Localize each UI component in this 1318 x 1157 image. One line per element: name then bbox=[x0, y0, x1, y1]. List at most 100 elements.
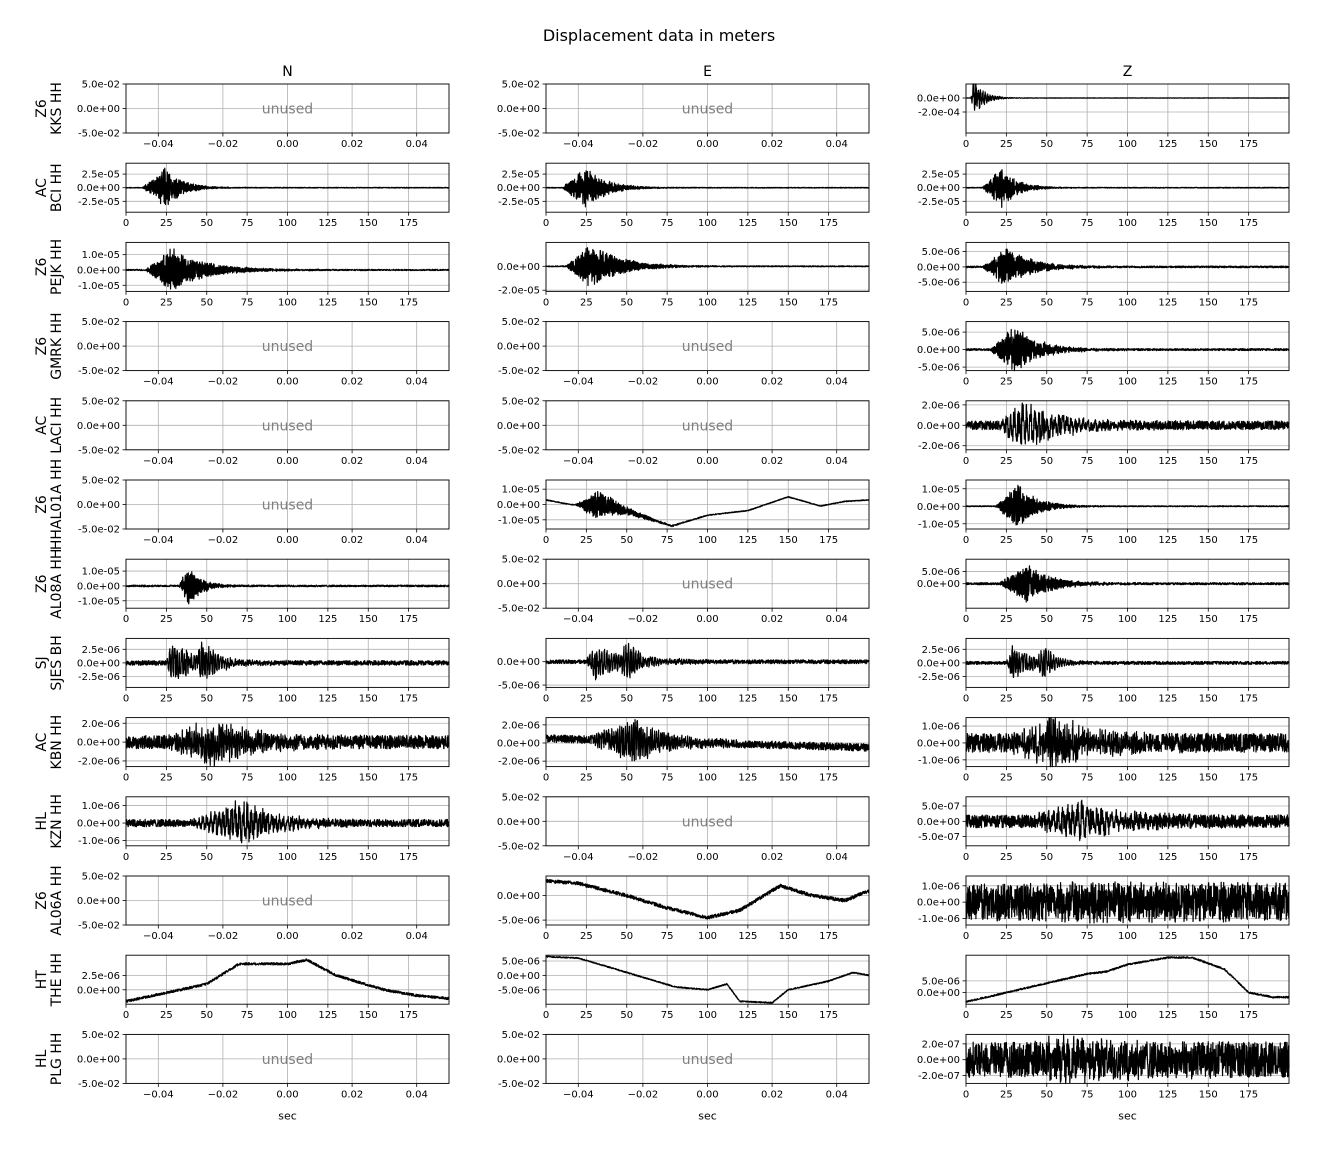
panel-al06a-z-ytick-label: 0.0e+00 bbox=[917, 898, 960, 909]
panel-plg-n-ytick-label: 5.0e-02 bbox=[82, 1030, 120, 1041]
panel-kbn-n-xtick-label: 150 bbox=[359, 773, 378, 784]
station-name-label-the: THE HH bbox=[49, 953, 65, 1007]
panel-kbn-e-xtick-label: 175 bbox=[819, 773, 838, 784]
panel-gmrk-e-ytick-label: -5.0e-02 bbox=[498, 366, 540, 377]
panel-the-e-frame bbox=[545, 954, 870, 1005]
panel-laci-n-ytick-label: 0.0e+00 bbox=[77, 421, 120, 432]
panel-gmrk-n-ytick-label: 0.0e+00 bbox=[77, 342, 120, 353]
panel-plg-n-xtick-label: −0.02 bbox=[208, 1089, 239, 1100]
panel-kks-z-xtick-label: 25 bbox=[1000, 139, 1013, 150]
panel-sjes-e-xtick-label: 50 bbox=[620, 693, 633, 704]
panel-al06a-z-xtick-label: 125 bbox=[1158, 931, 1177, 942]
panel-laci-z-xtick-label: 125 bbox=[1158, 456, 1177, 467]
panel-gmrk-z-xtick-label: 100 bbox=[1118, 377, 1137, 388]
panel-kks-z-xtick-label: 50 bbox=[1040, 139, 1053, 150]
panel-hhal01a-n-xtick-label: 0.02 bbox=[341, 535, 363, 546]
panel-al06a-n-ytick-label: -5.0e-02 bbox=[78, 921, 120, 932]
figure-title: Displacement data in meters bbox=[542, 26, 776, 45]
panel-the-e-xtick-label: 175 bbox=[819, 1010, 838, 1021]
panel-pejk-z-ytick-label: -5.0e-06 bbox=[918, 278, 960, 289]
panel-gmrk-z-xtick-label: 125 bbox=[1158, 377, 1177, 388]
panel-al08a-e-xtick-label: 0.00 bbox=[696, 614, 718, 625]
panel-al06a-e-xtick-label: 0 bbox=[543, 931, 549, 942]
panel-kbn-z-trace bbox=[965, 717, 1290, 768]
panel-laci-z-xtick-label: 25 bbox=[1000, 456, 1013, 467]
panel-kbn-e-xtick-label: 100 bbox=[698, 773, 717, 784]
station-name-label-kzn: KZN HH bbox=[49, 794, 65, 849]
panel-bci-z-xtick-label: 25 bbox=[1000, 218, 1013, 229]
panel-kzn-n-frame bbox=[125, 796, 450, 847]
panel-al06a-e-frame bbox=[545, 875, 870, 926]
column-header-n: N bbox=[282, 64, 292, 80]
panel-hhal01a-e-xtick-label: 175 bbox=[819, 535, 838, 546]
panel-bci-e-xtick-label: 75 bbox=[661, 218, 674, 229]
panel-bci-e-xtick-label: 125 bbox=[738, 218, 757, 229]
panel-bci-n-frame bbox=[125, 162, 450, 213]
panel-al06a-e-xtick-label: 175 bbox=[819, 931, 838, 942]
panel-pejk-n-xtick-label: 50 bbox=[200, 297, 213, 308]
panel-gmrk-n-xtick-label: −0.02 bbox=[208, 377, 239, 388]
panel-the-n-xtick-label: 0 bbox=[123, 1010, 129, 1021]
panel-al06a-e-xtick-label: 100 bbox=[698, 931, 717, 942]
panel-the-e-trace bbox=[545, 955, 870, 1004]
panel-the-e-ytick-label: -5.0e-06 bbox=[498, 985, 540, 996]
panel-gmrk-n-frame bbox=[125, 321, 450, 372]
panel-laci-z-ytick-label: -2.0e-06 bbox=[918, 441, 960, 452]
panel-the-z-frame bbox=[965, 954, 1290, 1005]
panel-hhal01a-n-ytick-label: 0.0e+00 bbox=[77, 500, 120, 511]
panel-laci-e-ytick-label: 0.0e+00 bbox=[497, 421, 540, 432]
panel-pejk-n-xtick-label: 125 bbox=[318, 297, 337, 308]
panel-gmrk-e-ytick-label: 0.0e+00 bbox=[497, 342, 540, 353]
panel-pejk-z-xtick-label: 100 bbox=[1118, 297, 1137, 308]
panel-kzn-e-ytick-label: 0.0e+00 bbox=[497, 817, 540, 828]
panel-sjes-n-ytick-label: 0.0e+00 bbox=[77, 658, 120, 669]
panel-al06a-n-xtick-label: 0.00 bbox=[276, 931, 298, 942]
panel-hhal01a-e-ytick-label: 1.0e-05 bbox=[502, 485, 540, 496]
panel-kks-e-xtick-label: −0.02 bbox=[628, 139, 659, 150]
panel-kzn-z-xtick-label: 25 bbox=[1000, 852, 1013, 863]
panel-kbn-z-frame bbox=[965, 717, 1290, 768]
panel-pejk-e-xtick-label: 150 bbox=[779, 297, 798, 308]
panel-bci-e-frame bbox=[545, 162, 870, 213]
panel-kbn-n-xtick-label: 75 bbox=[241, 773, 254, 784]
panel-kbn-z-xtick-label: 0 bbox=[963, 773, 969, 784]
panel-al06a-z-xtick-label: 25 bbox=[1000, 931, 1013, 942]
panel-hhal01a-z-xtick-label: 75 bbox=[1081, 535, 1094, 546]
panel-kks-e-xtick-label: 0.00 bbox=[696, 139, 718, 150]
panel-gmrk-e-xtick-label: −0.02 bbox=[628, 377, 659, 388]
panel-kzn-e-xtick-label: 0.00 bbox=[696, 852, 718, 863]
panel-sjes-n-trace bbox=[125, 641, 450, 680]
panel-plg-z-ytick-label: -2.0e-07 bbox=[918, 1071, 960, 1082]
panel-kzn-e-xtick-label: 0.04 bbox=[826, 852, 848, 863]
panel-gmrk-z-xtick-label: 25 bbox=[1000, 377, 1013, 388]
panel-bci-e-ytick-label: 2.5e-05 bbox=[502, 170, 540, 181]
panel-kzn-z-ytick-label: 5.0e-07 bbox=[922, 801, 960, 812]
panel-the-z-xtick-label: 175 bbox=[1239, 1010, 1258, 1021]
panel-hhal01a-z-frame bbox=[965, 479, 1290, 530]
panel-al08a-e-xtick-label: 0.04 bbox=[826, 614, 848, 625]
panel-gmrk-e-frame bbox=[545, 321, 870, 372]
panel-bci-e-xtick-label: 175 bbox=[819, 218, 838, 229]
panel-al08a-n-xtick-label: 175 bbox=[399, 614, 418, 625]
panel-al08a-n-ytick-label: 0.0e+00 bbox=[77, 581, 120, 592]
panel-gmrk-z-ytick-label: -5.0e-06 bbox=[918, 363, 960, 374]
panel-laci-e-ytick-label: -5.0e-02 bbox=[498, 445, 540, 456]
panel-hhal01a-z-ytick-label: 1.0e-05 bbox=[922, 484, 960, 495]
panel-the-e-xtick-label: 150 bbox=[779, 1010, 798, 1021]
panel-al08a-z-trace bbox=[965, 565, 1290, 603]
panel-kks-z-trace bbox=[965, 83, 1290, 111]
panel-kbn-z-xtick-label: 125 bbox=[1158, 773, 1177, 784]
panel-the-n-trace bbox=[125, 958, 450, 1003]
panel-al06a-e-xtick-label: 75 bbox=[661, 931, 674, 942]
panel-al08a-n-xtick-label: 75 bbox=[241, 614, 254, 625]
station-name-label-gmrk: GMRK HH bbox=[49, 312, 65, 379]
panel-the-n-xtick-label: 100 bbox=[278, 1010, 297, 1021]
panel-kbn-z-xtick-label: 150 bbox=[1199, 773, 1218, 784]
panel-al08a-z-xtick-label: 125 bbox=[1158, 614, 1177, 625]
panel-laci-z-xtick-label: 0 bbox=[963, 456, 969, 467]
panel-al08a-e-xtick-label: −0.04 bbox=[563, 614, 594, 625]
panel-al06a-z-ytick-label: -1.0e-06 bbox=[918, 914, 960, 925]
panel-al08a-z-xtick-label: 0 bbox=[963, 614, 969, 625]
panel-sjes-n-xtick-label: 50 bbox=[200, 693, 213, 704]
